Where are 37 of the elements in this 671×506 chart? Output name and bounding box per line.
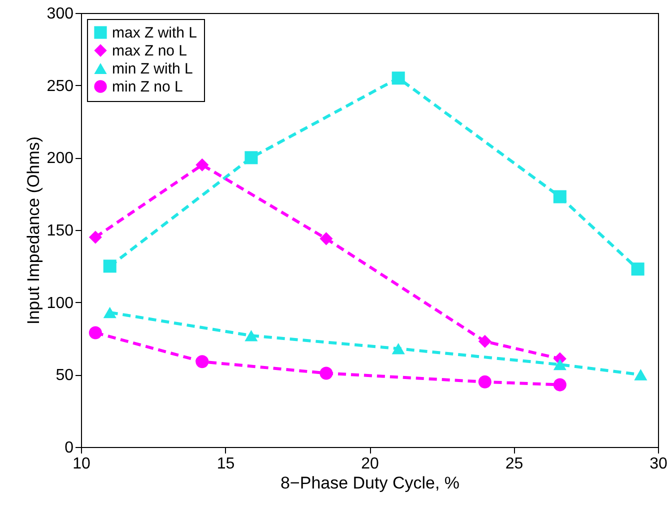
- y-axis-title: Input Impedance (Ohms): [24, 136, 43, 325]
- point: [88, 230, 102, 244]
- x-tick-label: 25: [505, 456, 524, 472]
- y-tick-label: 100: [46, 294, 74, 312]
- point: [103, 260, 116, 273]
- point: [553, 190, 566, 204]
- point: [244, 151, 258, 164]
- point: [196, 355, 209, 368]
- legend-label: max Z with L: [112, 24, 198, 42]
- x-tick-label: 15: [216, 456, 235, 472]
- point: [88, 326, 102, 340]
- point: [392, 72, 405, 85]
- point: [196, 158, 209, 172]
- point: [478, 334, 492, 348]
- point: [320, 366, 333, 380]
- point: [631, 262, 644, 276]
- y-tick-label: 0: [64, 440, 74, 456]
- x-tick-label: 20: [361, 456, 379, 472]
- point: [320, 232, 333, 246]
- point: [103, 306, 116, 318]
- legend-label: max Z no L: [112, 42, 188, 60]
- point: [478, 375, 492, 388]
- point: [634, 369, 648, 380]
- point: [392, 342, 405, 354]
- x-tick-label: 30: [650, 456, 668, 472]
- y-tick-label: 250: [46, 78, 74, 95]
- y-tick-label: 50: [56, 367, 74, 384]
- y-tick-label: 150: [46, 222, 74, 240]
- y-tick-label: 300: [46, 6, 74, 22]
- legend-label: min Z no L: [112, 78, 183, 96]
- y-tick-label: 200: [46, 150, 74, 168]
- point: [553, 378, 566, 392]
- point: [244, 330, 258, 342]
- x-axis-title: 8−Phase Duty Cycle, %: [280, 474, 460, 492]
- x-tick-label: 10: [72, 456, 90, 472]
- legend-label: min Z with L: [112, 60, 193, 78]
- point: [553, 358, 566, 370]
